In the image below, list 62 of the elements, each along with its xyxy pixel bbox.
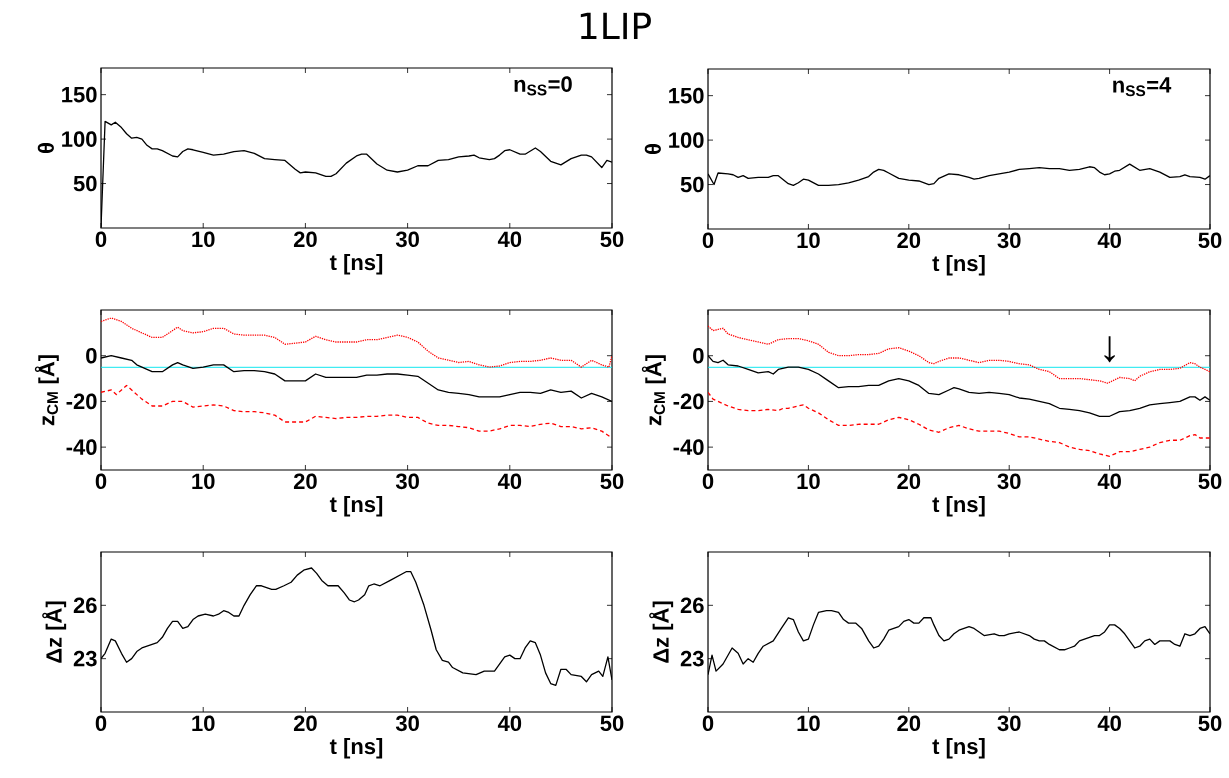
y-tick-label: 23 (680, 650, 704, 667)
y-axis-title: Δz [Å] (42, 601, 67, 663)
x-tick-label: 20 (293, 715, 317, 732)
x-tick-label: 20 (897, 715, 921, 732)
y-tick-label: 150 (62, 86, 97, 103)
x-tick-label: 50 (600, 473, 624, 490)
x-axis-title: t [ns] (329, 737, 383, 759)
x-tick-label: 10 (797, 473, 820, 490)
x-tick-label: 50 (1198, 232, 1222, 249)
x-axis-title: t [ns] (932, 254, 985, 276)
x-tick-label: 30 (395, 473, 419, 490)
x-tick-label: 40 (1097, 715, 1121, 732)
x-axis-title: t [ns] (329, 253, 383, 275)
x-tick-label: 30 (395, 231, 419, 248)
x-tick-label: 10 (192, 473, 215, 490)
x-tick-label: 40 (1097, 473, 1121, 490)
y-tick-label: 26 (73, 597, 97, 614)
annotation: n$_{SS}$=4 (1113, 77, 1172, 97)
x-tick-label: 30 (997, 232, 1021, 249)
y-axis-title: z$_{CM}$ [Å] (641, 355, 666, 426)
x-axis-title: t [ns] (932, 495, 985, 517)
x-axis-title: t [ns] (329, 495, 383, 517)
y-tick-label: 100 (669, 132, 704, 148)
y-tick-label: 23 (73, 650, 97, 667)
y-tick-label: 0 (86, 347, 97, 364)
x-tick-label: 20 (897, 232, 921, 249)
x-axis-title: t [ns] (932, 737, 985, 759)
x-tick-label: 10 (192, 715, 215, 732)
y-tick-label: -20 (673, 393, 704, 410)
y-axis-title: z$_{CM}$ [Å] (34, 355, 59, 426)
x-tick-label: 20 (293, 231, 317, 248)
x-tick-label: 50 (1198, 473, 1222, 490)
x-tick-label: 40 (497, 231, 522, 248)
y-tick-label: -20 (66, 393, 97, 410)
y-tick-label: 50 (73, 175, 97, 192)
y-tick-label: -40 (673, 439, 704, 455)
x-tick-label: 20 (897, 473, 921, 490)
y-tick-label: -40 (66, 439, 97, 455)
x-tick-label: 10 (192, 231, 215, 248)
x-tick-label: 40 (497, 473, 522, 490)
x-tick-label: 40 (497, 715, 522, 732)
x-tick-label: 20 (293, 473, 317, 490)
y-tick-label: 150 (669, 87, 704, 104)
x-tick-label: 30 (997, 715, 1021, 732)
y-tick-label: 50 (680, 176, 704, 193)
x-tick-label: 50 (600, 231, 624, 248)
x-tick-label: 40 (1097, 232, 1121, 249)
y-tick-label: 0 (693, 347, 704, 364)
annotation: n$_{SS}$=0 (514, 76, 572, 96)
x-tick-label: 30 (395, 715, 419, 732)
x-tick-label: 10 (797, 232, 820, 249)
x-tick-label: 30 (997, 473, 1021, 490)
x-tick-label: 50 (1198, 715, 1222, 732)
x-tick-label: 10 (797, 715, 820, 732)
chart-title: 1LIP (580, 12, 651, 40)
annotation: ↓ (1104, 336, 1115, 363)
y-tick-label: 100 (62, 131, 97, 147)
y-axis-title: θ (644, 144, 661, 154)
y-axis-title: Δz [Å] (649, 601, 674, 663)
x-tick-label: 50 (600, 715, 624, 732)
y-axis-title: θ (37, 143, 54, 153)
y-tick-label: 26 (680, 597, 704, 614)
